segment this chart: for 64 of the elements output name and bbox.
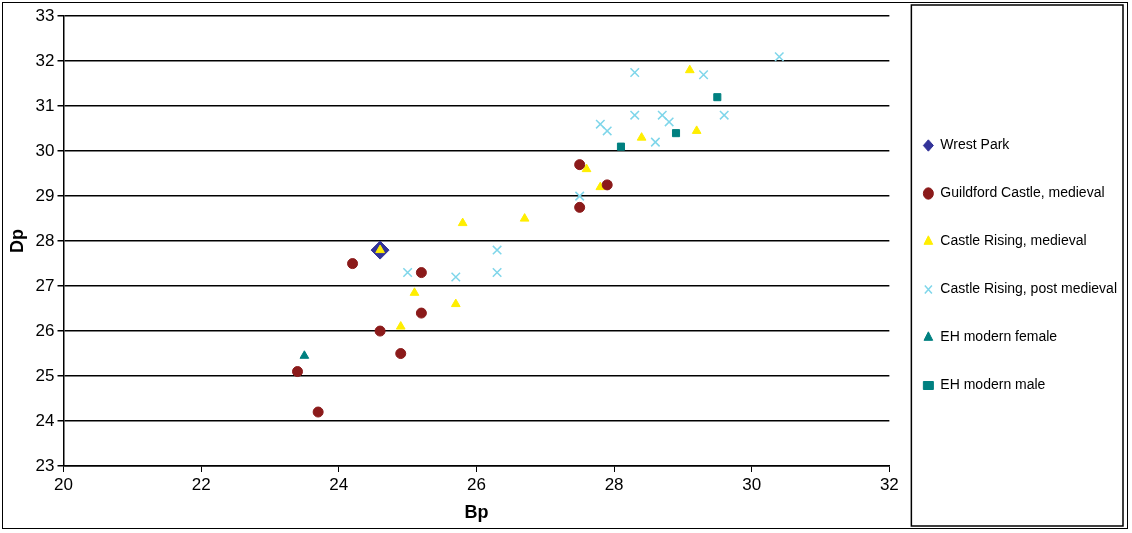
x-tick-label: 30 xyxy=(742,474,762,494)
point xyxy=(601,179,613,191)
point xyxy=(450,272,461,283)
point xyxy=(395,321,406,330)
point xyxy=(719,110,730,121)
legend-label: EH modern male xyxy=(940,376,1046,393)
x-tick-label: 20 xyxy=(54,474,73,494)
point xyxy=(312,406,324,418)
point xyxy=(581,163,592,173)
point xyxy=(415,267,427,279)
point xyxy=(299,350,310,359)
point xyxy=(698,69,709,80)
point xyxy=(671,129,681,138)
y-axis-title: Dp xyxy=(6,229,27,254)
y-tick-label: 27 xyxy=(35,275,55,295)
legend-label: Castle Rising, medieval xyxy=(940,232,1087,249)
point xyxy=(713,93,722,102)
point xyxy=(492,245,503,256)
point xyxy=(684,64,695,74)
legend-label: Castle Rising, post medieval xyxy=(940,280,1118,297)
y-tick-label: 30 xyxy=(35,140,55,160)
point xyxy=(650,137,661,148)
point xyxy=(395,348,407,360)
x-axis-title: Bp xyxy=(464,502,489,523)
point xyxy=(595,119,606,130)
point xyxy=(629,67,640,78)
point xyxy=(616,142,625,151)
legend-label: Guildford Castle, medieval xyxy=(940,184,1105,201)
x-tick-label: 26 xyxy=(466,474,486,494)
point xyxy=(629,110,640,121)
y-tick-label: 31 xyxy=(35,95,55,115)
y-tick-label: 24 xyxy=(35,410,55,430)
point xyxy=(457,217,468,227)
point xyxy=(574,191,585,202)
y-tick-label: 26 xyxy=(35,320,55,340)
legend-label: EH modern female xyxy=(940,328,1058,345)
y-tick-label: 23 xyxy=(35,455,55,475)
x-tick-label: 32 xyxy=(879,474,899,494)
point xyxy=(519,213,530,222)
x-tick-label: 24 xyxy=(329,474,349,494)
point xyxy=(574,159,586,171)
legend-label: Wrest Park xyxy=(940,136,1011,153)
point xyxy=(347,258,359,270)
y-tick-label: 28 xyxy=(35,230,55,250)
point xyxy=(450,298,461,308)
x-tick-label: 28 xyxy=(604,474,624,494)
y-tick-label: 32 xyxy=(35,50,55,70)
point xyxy=(636,132,647,141)
point xyxy=(574,201,586,213)
y-tick-label: 25 xyxy=(35,365,55,385)
point xyxy=(402,267,413,278)
point xyxy=(657,110,668,121)
point xyxy=(292,366,303,378)
point xyxy=(664,116,675,127)
point xyxy=(415,307,427,319)
point xyxy=(774,51,785,62)
y-tick-label: 33 xyxy=(35,5,55,25)
y-tick-label: 29 xyxy=(35,185,55,205)
point xyxy=(691,125,702,134)
point xyxy=(409,287,420,296)
point xyxy=(492,267,503,278)
point xyxy=(374,325,386,337)
x-tick-label: 22 xyxy=(191,474,211,494)
point xyxy=(602,125,613,136)
